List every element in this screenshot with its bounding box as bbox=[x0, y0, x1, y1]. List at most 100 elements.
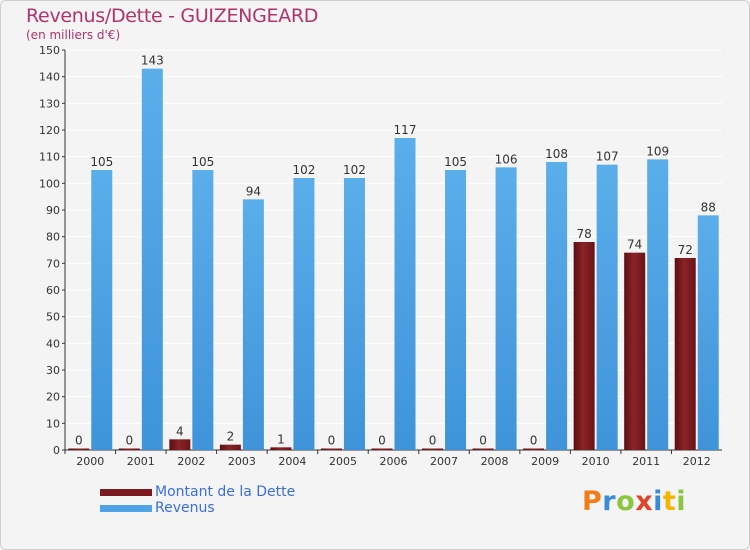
bar-revenue bbox=[141, 68, 163, 451]
logo-letter: t bbox=[662, 486, 677, 517]
y-tick-label: 140 bbox=[39, 71, 60, 84]
x-tick-label: 2008 bbox=[481, 455, 509, 468]
data-label-debt: 78 bbox=[577, 227, 592, 241]
bar-debt bbox=[270, 447, 292, 450]
data-label-revenue: 106 bbox=[495, 152, 518, 166]
bar-debt bbox=[624, 252, 646, 450]
grid-lines bbox=[65, 49, 722, 450]
logo-letter: P bbox=[582, 486, 603, 517]
x-tick-label: 2010 bbox=[582, 455, 610, 468]
legend-label-revenue: Revenus bbox=[155, 500, 215, 516]
y-tick-label: 150 bbox=[39, 44, 60, 57]
y-tick-label: 90 bbox=[46, 204, 60, 217]
legend-swatch-revenue bbox=[100, 505, 152, 512]
chart-subtitle: (en milliers d'€) bbox=[26, 28, 121, 42]
bar-debt bbox=[523, 448, 545, 450]
bar-revenue bbox=[546, 162, 568, 450]
bar-debt bbox=[68, 448, 90, 450]
bar-debt bbox=[219, 444, 241, 450]
chart-title: Revenus/Dette - GUIZENGEARD bbox=[26, 5, 319, 27]
y-tick-label: 110 bbox=[39, 151, 60, 164]
data-label-debt: 1 bbox=[277, 432, 285, 446]
data-label-debt: 2 bbox=[227, 430, 235, 444]
data-label-revenue: 102 bbox=[343, 163, 366, 177]
data-label-revenue: 88 bbox=[701, 200, 716, 214]
x-tick-label: 2007 bbox=[430, 455, 458, 468]
x-tick-label: 2012 bbox=[683, 455, 711, 468]
data-label-debt: 0 bbox=[328, 434, 336, 448]
y-tick-label: 120 bbox=[39, 124, 60, 137]
x-tick-label: 2009 bbox=[531, 455, 559, 468]
bar-revenue bbox=[697, 215, 719, 450]
y-tick-label: 40 bbox=[46, 337, 60, 350]
y-tick-label: 70 bbox=[46, 257, 60, 270]
data-label-debt: 4 bbox=[176, 424, 184, 438]
plot-area bbox=[65, 50, 722, 450]
y-tick-label: 130 bbox=[39, 97, 60, 110]
data-label-debt: 0 bbox=[75, 434, 83, 448]
y-tick-label: 20 bbox=[46, 391, 60, 404]
bar-revenue bbox=[394, 138, 416, 450]
data-label-revenue: 102 bbox=[292, 163, 315, 177]
bar-revenue bbox=[647, 159, 669, 451]
y-tick-label: 80 bbox=[46, 231, 60, 244]
bar-debt bbox=[472, 448, 494, 450]
bar-revenue bbox=[445, 170, 467, 450]
y-tick-label: 100 bbox=[39, 177, 60, 190]
bar-debt bbox=[118, 448, 140, 450]
bar-revenue bbox=[596, 164, 618, 450]
logo-letter: x bbox=[635, 486, 654, 517]
y-tick-label: 30 bbox=[46, 364, 60, 377]
logo-letter: i bbox=[653, 486, 663, 517]
y-tick-label: 50 bbox=[46, 311, 60, 324]
x-tick-label: 2003 bbox=[228, 455, 256, 468]
logo-letter: r bbox=[602, 486, 617, 517]
y-tick-label: 0 bbox=[53, 444, 60, 457]
bar-revenue bbox=[91, 170, 113, 450]
y-tick-label: 10 bbox=[46, 417, 60, 430]
x-tick-label: 2000 bbox=[76, 455, 104, 468]
data-label-revenue: 143 bbox=[141, 54, 164, 68]
bar-debt bbox=[674, 258, 696, 450]
x-tick-label: 2001 bbox=[127, 455, 155, 468]
bar-revenue bbox=[293, 178, 315, 450]
x-tick-label: 2005 bbox=[329, 455, 357, 468]
bar-revenue bbox=[495, 167, 517, 451]
x-tick-label: 2011 bbox=[632, 455, 660, 468]
x-tick-label: 2006 bbox=[380, 455, 408, 468]
data-label-debt: 74 bbox=[627, 238, 642, 252]
logo-letter: o bbox=[616, 486, 636, 517]
logo-letter: i bbox=[676, 486, 687, 517]
bar-revenue bbox=[242, 199, 264, 450]
legend-swatch-debt bbox=[100, 489, 152, 496]
data-label-debt: 0 bbox=[479, 434, 487, 448]
y-tick-label: 60 bbox=[46, 284, 60, 297]
labels: 0102030405060708090100110120130140150200… bbox=[39, 44, 716, 468]
data-label-debt: 0 bbox=[378, 434, 386, 448]
bar-debt bbox=[573, 242, 595, 450]
legend-label-debt: Montant de la Dette bbox=[155, 484, 296, 500]
data-label-debt: 0 bbox=[125, 434, 133, 448]
bar-debt bbox=[422, 448, 444, 450]
data-label-debt: 72 bbox=[678, 243, 693, 257]
bar-revenue bbox=[343, 178, 365, 450]
data-label-revenue: 108 bbox=[545, 147, 568, 161]
data-label-revenue: 105 bbox=[90, 155, 113, 169]
data-label-revenue: 105 bbox=[444, 155, 467, 169]
data-label-debt: 0 bbox=[429, 434, 437, 448]
bars bbox=[68, 68, 719, 451]
proxiti-logo: Proxiti bbox=[582, 486, 686, 517]
bar-debt bbox=[169, 439, 191, 450]
data-label-revenue: 107 bbox=[596, 150, 619, 164]
data-label-debt: 0 bbox=[530, 434, 538, 448]
data-label-revenue: 117 bbox=[394, 123, 417, 137]
data-label-revenue: 94 bbox=[246, 184, 261, 198]
data-label-revenue: 105 bbox=[191, 155, 214, 169]
x-tick-label: 2002 bbox=[177, 455, 205, 468]
bar-revenue bbox=[192, 170, 214, 450]
bar-debt bbox=[371, 448, 393, 450]
x-tick-label: 2004 bbox=[278, 455, 306, 468]
bar-debt bbox=[320, 448, 342, 450]
data-label-revenue: 109 bbox=[646, 144, 669, 158]
